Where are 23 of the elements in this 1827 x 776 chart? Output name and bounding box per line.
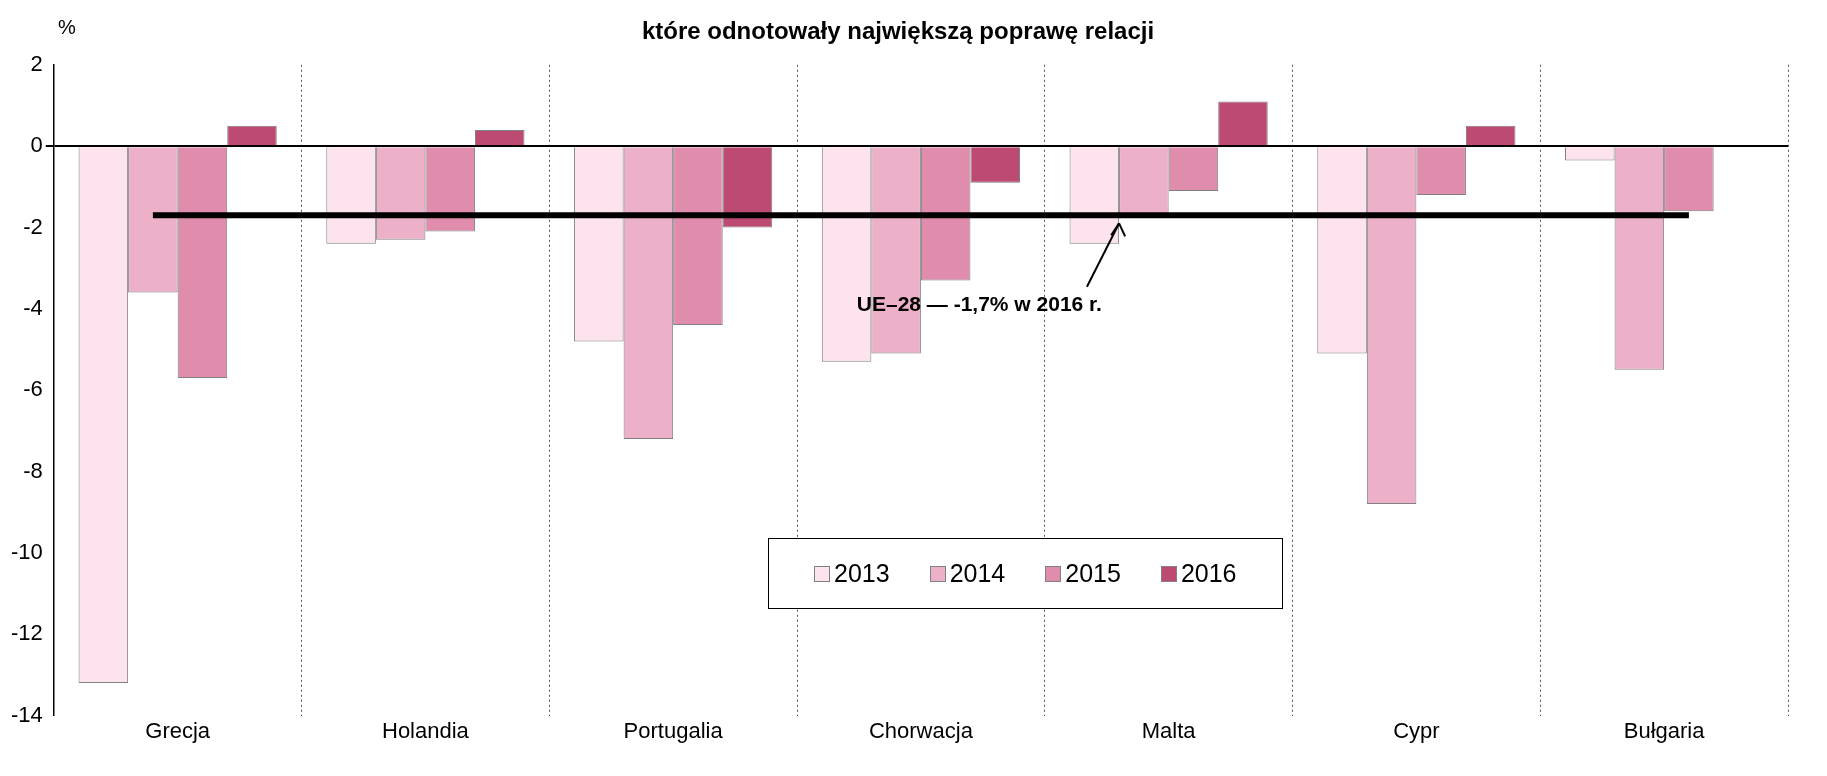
x-tick-label: Grecja xyxy=(145,717,211,743)
legend-label: 2016 xyxy=(1179,559,1237,588)
legend-label: 2013 xyxy=(833,559,890,588)
y-tick-label: 2 xyxy=(30,50,43,76)
y-tick-label: -6 xyxy=(23,376,43,402)
ref-line-label: UE–28 — -1,7% w 2016 r. xyxy=(856,291,1102,315)
y-tick-label: 0 xyxy=(30,132,43,158)
x-tick-label: Bułgaria xyxy=(1623,717,1706,743)
x-tick-label: Cypr xyxy=(1393,717,1440,743)
chart-title: które odnotowały największą poprawę relacji xyxy=(641,17,1155,45)
y-tick-label: -4 xyxy=(23,294,43,320)
y-tick-label: -2 xyxy=(23,213,43,239)
y-axis-title: % xyxy=(58,16,76,39)
x-tick-label: Malta xyxy=(1141,717,1197,743)
y-tick-label: -8 xyxy=(23,457,43,483)
y-tick-label: -14 xyxy=(11,701,43,727)
x-tick-label: Chorwacja xyxy=(868,717,974,743)
x-tick-label: Holandia xyxy=(381,717,470,743)
x-tick-label: Portugalia xyxy=(623,717,724,743)
legend-label: 2015 xyxy=(1064,559,1121,588)
y-tick-label: -10 xyxy=(11,538,43,564)
y-tick-label: -12 xyxy=(11,620,43,646)
legend-label: 2014 xyxy=(948,559,1006,588)
